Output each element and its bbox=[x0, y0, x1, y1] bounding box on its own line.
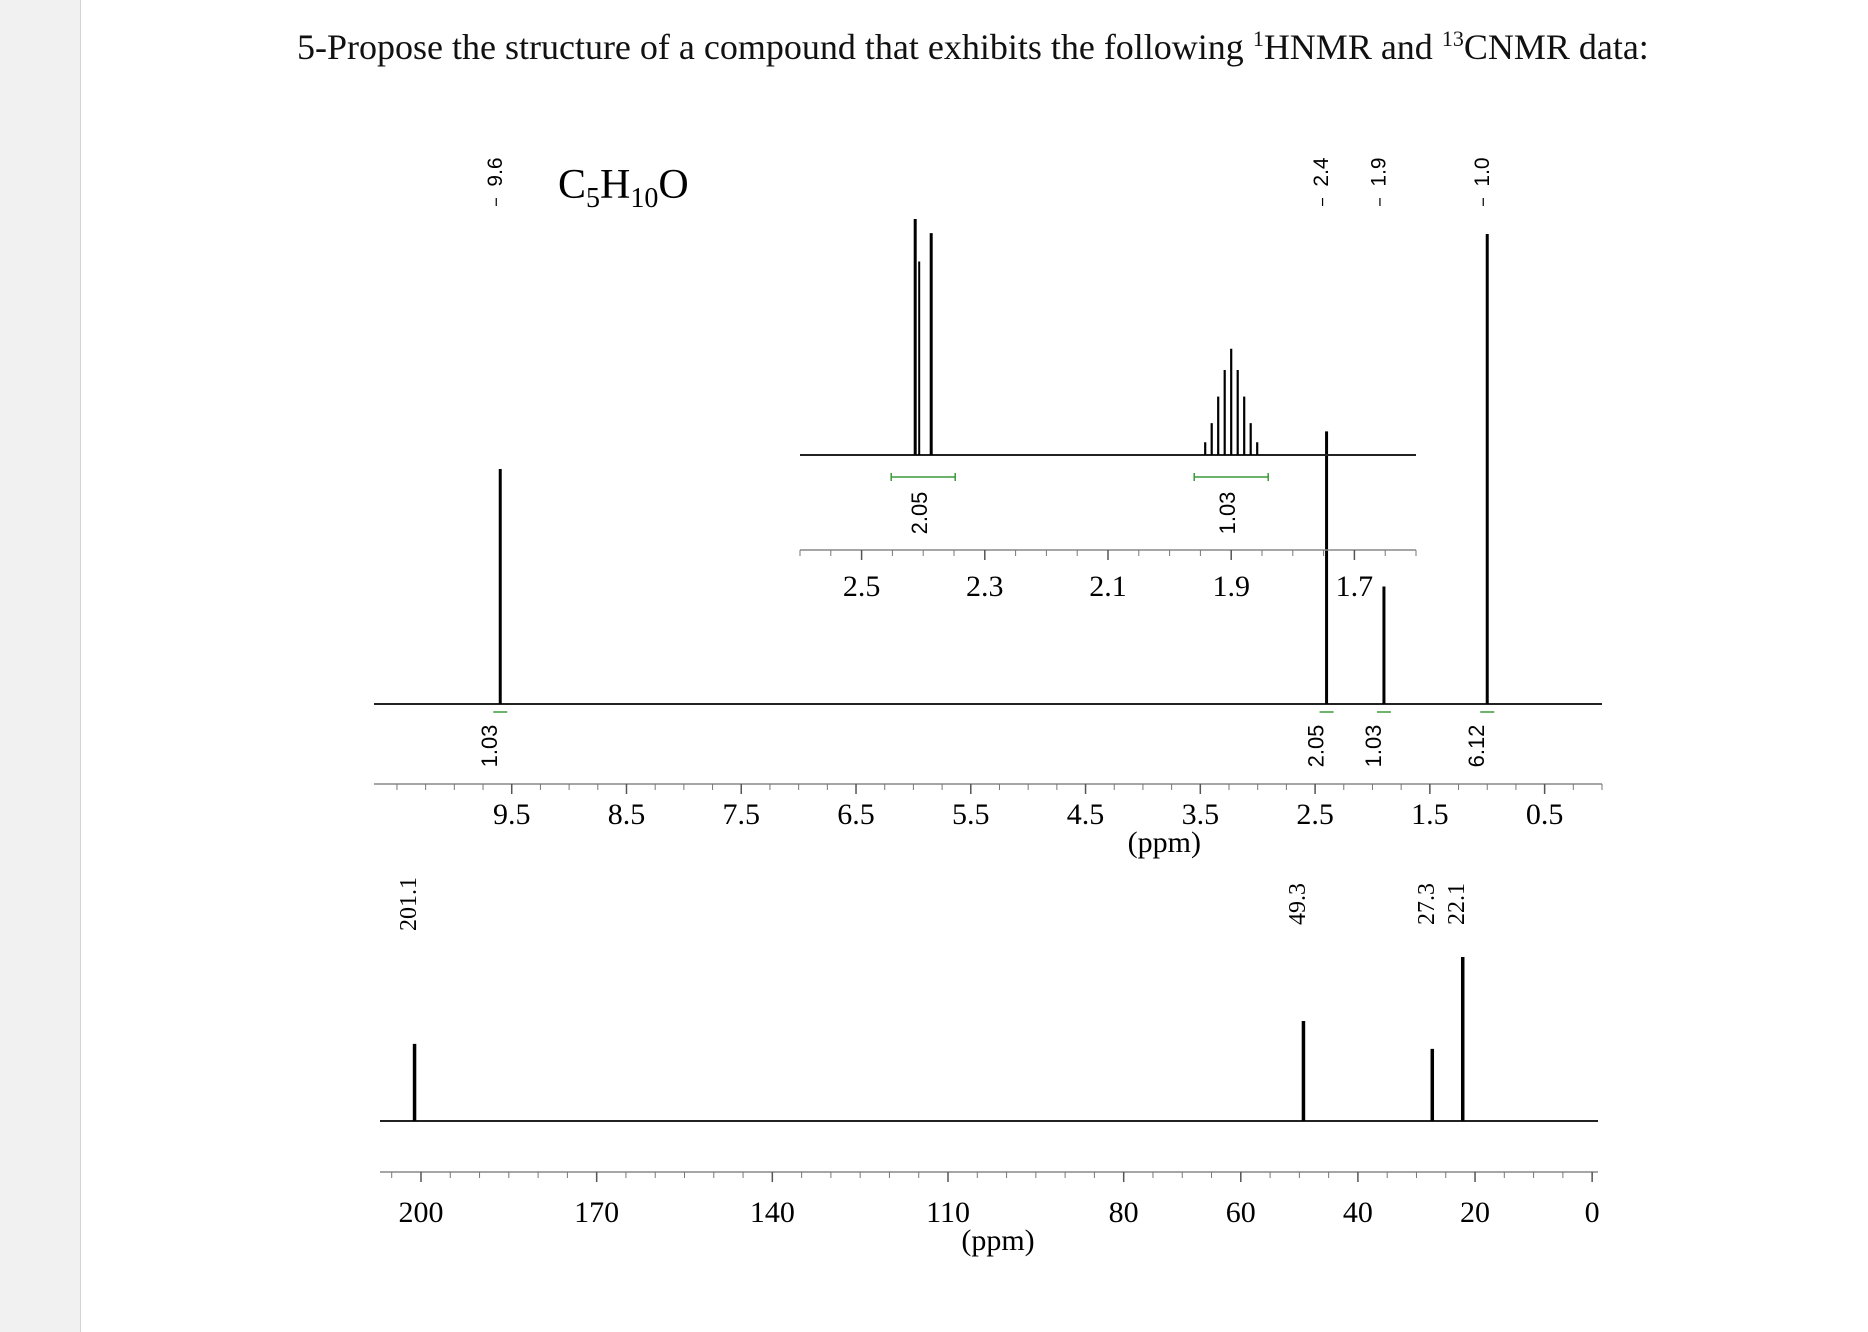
h-x-axis-label: (ppm) bbox=[1128, 826, 1201, 859]
h-tick-label: 2.5 bbox=[1296, 798, 1334, 831]
h-tick-label: 3.5 bbox=[1182, 798, 1220, 831]
inset-tick-label: 1.9 bbox=[1212, 570, 1250, 603]
h-nmr-expansion-inset: 2.5 2.3 2.1 1.9 1.7 2.05 1.03 bbox=[799, 219, 1417, 603]
c-tick-label: 80 bbox=[1109, 1196, 1139, 1229]
c-tick-label: 20 bbox=[1460, 1196, 1490, 1229]
c-tick-label: 0 bbox=[1585, 1196, 1600, 1229]
c-tick-label: 60 bbox=[1226, 1196, 1256, 1229]
c-tick-label: 170 bbox=[574, 1196, 619, 1229]
h-shift-label: 2.4 bbox=[1310, 157, 1333, 187]
question-prefix: 5-Propose the structure of a compound th… bbox=[297, 27, 1253, 67]
question-c-text: CNMR data: bbox=[1463, 27, 1649, 67]
question-text: 5-Propose the structure of a compound th… bbox=[297, 26, 1649, 68]
h-integral-label: 2.05 bbox=[1303, 725, 1328, 768]
c-shift-label: 201.1 bbox=[396, 877, 422, 931]
c-shift-label: 27.3 bbox=[1414, 883, 1440, 925]
h-tick-label: 1.5 bbox=[1411, 798, 1449, 831]
h-integral-label: 1.03 bbox=[1361, 725, 1386, 768]
inset-tick-label: 1.7 bbox=[1336, 570, 1374, 603]
c-superscript: 13 bbox=[1441, 26, 1464, 51]
c-tick-label: 110 bbox=[926, 1196, 970, 1229]
molecular-formula: C5H10O bbox=[558, 162, 689, 214]
inset-integral-label: 1.03 bbox=[1215, 492, 1240, 535]
h-superscript: 1 bbox=[1252, 26, 1264, 51]
inset-tick-label: 2.3 bbox=[966, 570, 1004, 603]
c-x-axis-label: (ppm) bbox=[961, 1224, 1034, 1257]
h-shift-label: 1.9 bbox=[1367, 157, 1390, 186]
h-tick-label: 4.5 bbox=[1067, 798, 1105, 831]
c-shift-label: 22.1 bbox=[1444, 883, 1470, 925]
inset-tick-label: 2.5 bbox=[843, 570, 881, 603]
left-rail bbox=[0, 0, 81, 1332]
h-tick-label: 8.5 bbox=[608, 798, 646, 831]
c-shift-label: 49.3 bbox=[1285, 883, 1311, 925]
c-tick-label: 40 bbox=[1343, 1196, 1373, 1229]
h-integral-label: 1.03 bbox=[477, 725, 502, 768]
c-nmr-spectrum: 200 170 140 110 80 60 40 20 0(ppm)201.1 49.3 27.3 2… bbox=[380, 877, 1600, 1257]
h-shift-label: 1.0 bbox=[1471, 157, 1494, 186]
h-shift-label: 9.6 bbox=[484, 157, 507, 186]
h-tick-label: 9.5 bbox=[493, 798, 531, 831]
inset-tick-label: 2.1 bbox=[1089, 570, 1127, 603]
inset-integral-label: 2.05 bbox=[907, 492, 932, 535]
h-integral-label: 6.12 bbox=[1464, 725, 1489, 768]
h-tick-label: 0.5 bbox=[1526, 798, 1564, 831]
h-nmr-main-spectrum: 9.5 8.5 7.5 6.5 5.5 4.5 3.5 2.5 1.5 0.5 (ppm) 1.03 9… bbox=[374, 157, 1603, 859]
h-tick-label: 7.5 bbox=[723, 798, 761, 831]
c-tick-label: 200 bbox=[398, 1196, 443, 1229]
h-tick-label: 5.5 bbox=[952, 798, 990, 831]
c-tick-label: 140 bbox=[750, 1196, 795, 1229]
h-tick-label: 6.5 bbox=[837, 798, 875, 831]
question-h-text: HNMR and bbox=[1263, 27, 1442, 67]
